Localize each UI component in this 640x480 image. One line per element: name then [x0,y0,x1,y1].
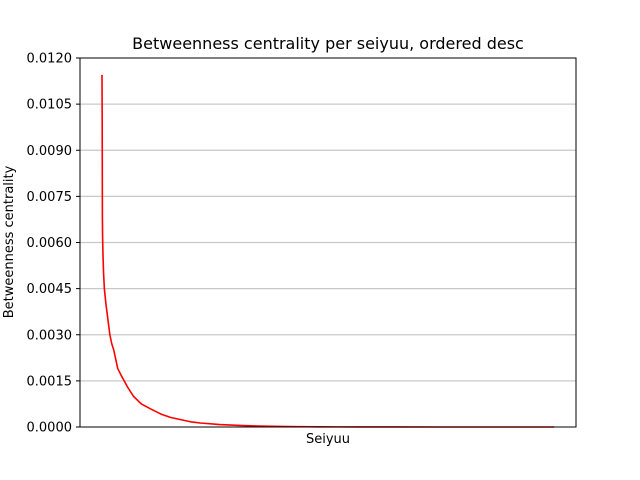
x-axis-label: Seiyuu [306,432,350,447]
y-tick-label: 0.0090 [27,144,73,159]
gridlines [80,103,576,382]
y-tick-label: 0.0045 [27,282,73,297]
y-tick-label: 0.0060 [27,236,73,251]
y-tick-label: 0.0120 [27,52,73,67]
y-tick-label: 0.0015 [27,374,73,389]
y-tick-label: 0.0030 [27,328,73,343]
plot-area [101,74,554,428]
y-axis-ticks: 0.0000 0.0015 0.0030 0.0045 0.0060 0.0075 0.00… [27,52,80,436]
y-tick-label: 0.0075 [27,190,73,205]
y-tick-label: 0.0000 [27,421,73,436]
y-axis-label: Betweenness centrality [2,165,17,318]
y-tick-label: 0.0105 [27,98,73,113]
chart-title: Betweenness centrality per seiyuu, order… [132,34,524,53]
series-line [101,74,554,428]
